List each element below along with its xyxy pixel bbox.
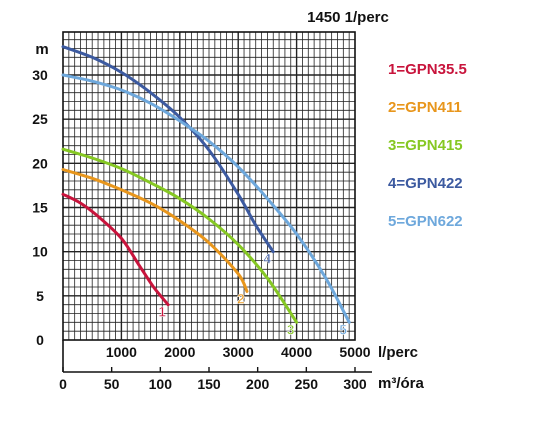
series-line-2	[61, 168, 249, 293]
x-tick-label: 4000	[281, 344, 312, 360]
x-tick-label: 1000	[106, 344, 137, 360]
x2-tick-label: 250	[295, 376, 319, 392]
y-tick-label: 15	[32, 200, 48, 216]
series-line-5	[61, 73, 351, 324]
y-tick-label: 5	[36, 288, 44, 304]
legend-entry-2: 2=GPN411	[388, 99, 462, 116]
x-tick-label: 3000	[223, 344, 254, 360]
y-tick-label: 30	[32, 67, 48, 83]
grid	[63, 32, 355, 340]
series-line-1	[61, 192, 170, 307]
x2-tick-label: 100	[149, 376, 173, 392]
x2-tick-label: 150	[197, 376, 221, 392]
y-tick-label: 25	[32, 111, 48, 127]
x2-tick-label: 50	[104, 376, 120, 392]
y-tick-label: 10	[32, 244, 48, 260]
series-end-label-3: 3	[287, 321, 295, 337]
legend-entry-5: 5=GPN622	[388, 213, 463, 230]
series-end-label-2: 2	[237, 290, 245, 306]
plot-frame	[62, 31, 356, 341]
y-tick-label: 0	[36, 332, 44, 348]
x-tick-label: 2000	[164, 344, 195, 360]
axes	[62, 31, 372, 373]
x2-tick-label: 200	[246, 376, 270, 392]
series-end-label-4: 4	[263, 251, 271, 267]
x2-tick-label: 300	[343, 376, 367, 392]
legend-entry-4: 4=GPN422	[388, 175, 463, 192]
series-end-label-5: 5	[339, 321, 347, 337]
series-line-3	[61, 147, 299, 324]
legend-entry-1: 1=GPN35.5	[388, 61, 467, 78]
legend: 1=GPN35.5 2=GPN411 3=GPN415 4=GPN422 5=GPN62…	[388, 61, 467, 230]
series-line-4	[61, 45, 275, 254]
x-axis-label: l/perc	[378, 344, 418, 361]
x2-axis-label: m³/óra	[378, 375, 425, 392]
legend-entry-3: 3=GPN415	[388, 137, 463, 154]
x-tick-label: 5000	[339, 344, 370, 360]
x2-tick-label: 0	[59, 376, 67, 392]
chart-title: 1450 1/perc	[307, 9, 389, 26]
series-group: 1 2 3 4 5	[61, 45, 351, 338]
y-tick-label: 20	[32, 155, 48, 171]
y-axis-label: m	[35, 41, 48, 58]
series-end-label-1: 1	[158, 304, 166, 320]
